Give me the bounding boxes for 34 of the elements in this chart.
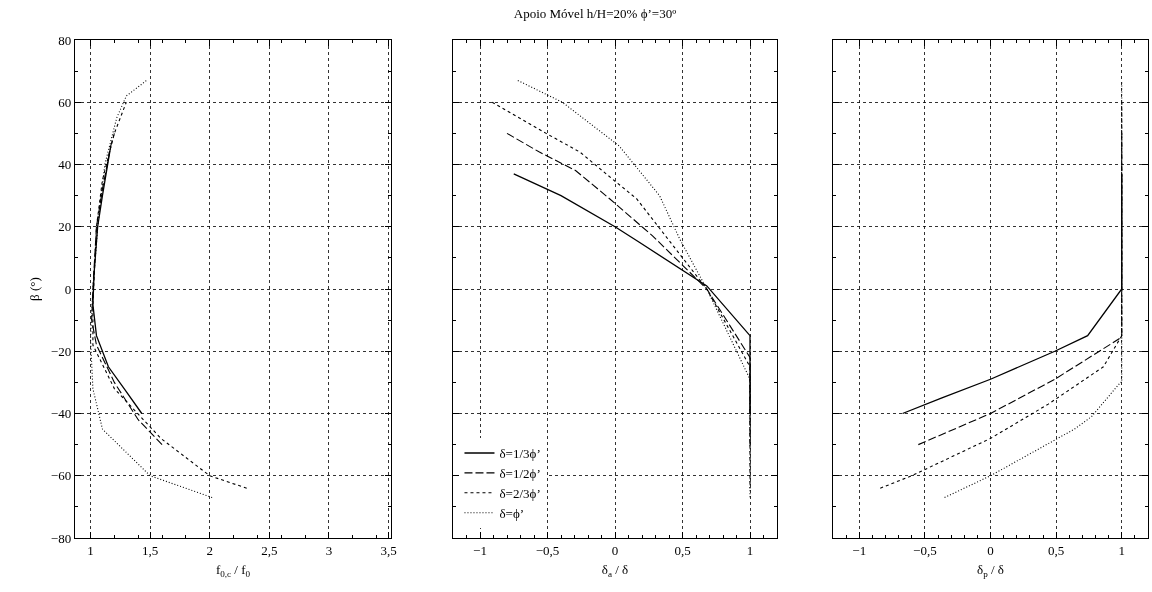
y-tick-label: 40 — [58, 157, 72, 173]
x-tick-label: 1 — [87, 542, 94, 558]
x-tick-label: 1,5 — [141, 542, 159, 558]
x-tick-label: −1 — [473, 542, 487, 558]
x-tick-label: −0,5 — [535, 542, 560, 558]
x-axis-title: δ$_{a}$ / δ — [601, 562, 629, 580]
y-tick-label: −80 — [50, 530, 72, 546]
x-tick-label: 0 — [611, 542, 619, 558]
y-tick-label: 0 — [64, 281, 72, 297]
x-axis-title: f$_{0,c}$ / f$_{0}$ — [215, 562, 251, 580]
y-tick-label: 80 — [58, 32, 72, 48]
x-tick-label: −0,5 — [913, 542, 937, 558]
x-tick-label: 0 — [987, 542, 994, 558]
x-tick-label: 3 — [325, 542, 333, 558]
x-tick-label: 0,5 — [1048, 542, 1065, 558]
y-tick-label: 60 — [58, 94, 72, 110]
legend-label: δ=1/3ϕ’ — [499, 446, 541, 462]
y-tick-label: −20 — [50, 343, 72, 359]
x-tick-label: 3,5 — [380, 542, 397, 558]
y-tick-label: −60 — [50, 468, 72, 484]
legend-label: δ=2/3ϕ’ — [499, 485, 541, 501]
x-tick-label: 0,5 — [674, 542, 691, 558]
y-axis-title: β (°) — [26, 277, 42, 301]
legend-label: δ=1/2ϕ’ — [499, 465, 541, 481]
x-tick-label: 1 — [746, 542, 754, 558]
y-tick-label: −40 — [50, 406, 72, 422]
x-tick-label: 2 — [206, 542, 213, 558]
legend-label: δ=ϕ’ — [499, 505, 525, 521]
x-tick-label: 1 — [1118, 542, 1125, 558]
x-tick-label: 2,5 — [261, 542, 278, 558]
chart-title: Apoio Móvel h/H=20% ϕ’=30º — [513, 5, 677, 21]
x-axis-title: δ$_{p}$ / δ — [977, 562, 1004, 580]
x-tick-label: −1 — [852, 542, 867, 558]
y-tick-label: 20 — [58, 219, 72, 235]
